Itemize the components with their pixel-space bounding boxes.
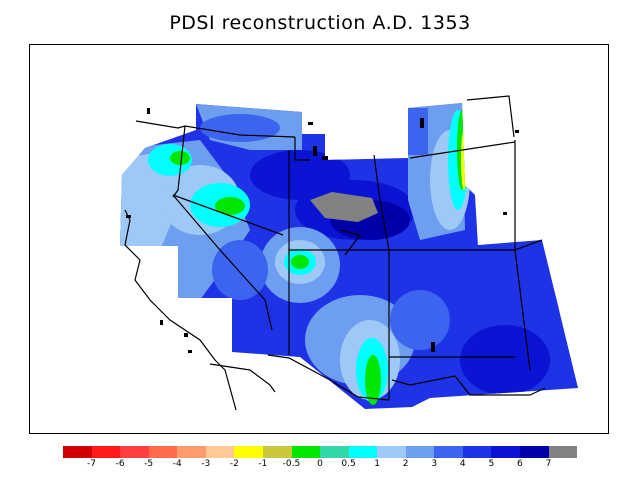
legend-swatch [234, 446, 263, 458]
legend-swatch [177, 446, 206, 458]
legend-swatch [548, 446, 578, 458]
legend-tick-label: -1 [258, 459, 268, 469]
color-legend [63, 446, 578, 458]
legend-swatch [205, 446, 235, 458]
legend-tick-label: 0 [317, 459, 323, 469]
legend-swatch [91, 446, 121, 458]
legend-tick-label: -6 [115, 459, 125, 469]
legend-ticks: -7 -6 -5 -4 -3 -2 -1 -0.5 0 0.5 1 2 3 4 5 6 7 [63, 459, 577, 473]
legend-tick-label: 4 [459, 459, 466, 469]
legend-swatch [405, 446, 435, 458]
legend-tick-label: -7 [87, 459, 97, 469]
legend-tick-label: 5 [488, 459, 495, 469]
legend-tick-label: 2 [402, 459, 409, 469]
legend-tick-label: 3 [431, 459, 438, 469]
legend-tick-label: 7 [545, 459, 552, 469]
legend-swatch [377, 446, 406, 458]
legend-swatch [520, 446, 549, 458]
map-title: PDSI reconstruction A.D. 1353 [169, 12, 471, 34]
legend-tick-label: -5 [144, 459, 154, 469]
legend-tick-label: 0.5 [341, 459, 356, 469]
legend-swatch [262, 446, 292, 458]
legend-tick-label: 6 [517, 459, 523, 469]
lake-marks [126, 108, 519, 353]
legend-tick-label: -0.5 [282, 459, 301, 469]
legend-swatch [491, 446, 520, 458]
legend-swatch [291, 446, 321, 458]
legend-swatch [63, 446, 92, 458]
no-data-areas [120, 100, 530, 370]
legend-swatch [434, 446, 463, 458]
legend-tick-label: -4 [172, 459, 182, 469]
legend-swatch [120, 446, 149, 458]
legend-tick-label: -3 [201, 459, 211, 469]
legend-swatch [462, 446, 492, 458]
legend-tick-label: -2 [229, 459, 239, 469]
legend-swatch [148, 446, 178, 458]
legend-swatch [348, 446, 378, 458]
legend-tick-label: 1 [374, 459, 380, 469]
legend-swatch [320, 446, 349, 458]
